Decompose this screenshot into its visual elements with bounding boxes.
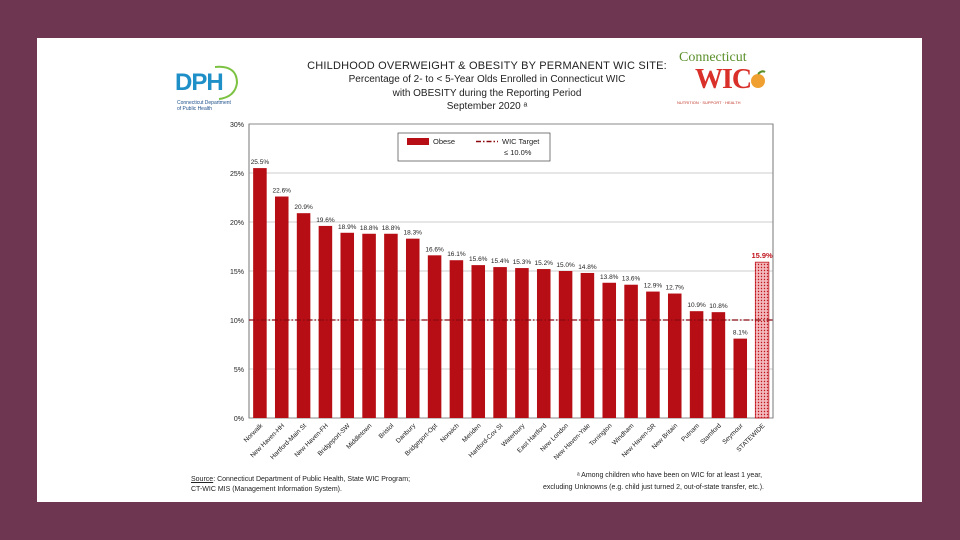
wic-logo-state: Connecticut bbox=[679, 50, 747, 65]
dph-swirl-icon bbox=[214, 65, 239, 100]
source-line-1: Source: Connecticut Department of Public… bbox=[191, 476, 410, 483]
bar bbox=[296, 213, 311, 418]
bar-value-label: 25.5% bbox=[251, 159, 270, 166]
bar bbox=[493, 267, 507, 418]
bar-value-label: 22.6% bbox=[273, 188, 292, 195]
bar bbox=[580, 272, 595, 418]
legend-label-target-value: ≤ 10.0% bbox=[504, 148, 532, 157]
bar-value-label: 16.1% bbox=[447, 251, 466, 258]
footnote-line-1: ᵃ Among children who have been on WIC fo… bbox=[577, 472, 763, 479]
y-tick-label: 25% bbox=[230, 171, 244, 178]
chart-title: CHILDHOOD OVERWEIGHT & OBESITY BY PERMAN… bbox=[307, 60, 667, 72]
wic-logo-text: WIC bbox=[695, 64, 752, 95]
y-tick-label: 15% bbox=[230, 269, 244, 276]
bar bbox=[602, 282, 617, 418]
x-tick-label: Meriden bbox=[461, 422, 483, 444]
legend-swatch-obese bbox=[407, 138, 429, 145]
bar-value-label: 15.2% bbox=[535, 260, 554, 267]
bar-value-label: 10.9% bbox=[687, 302, 706, 309]
bar bbox=[536, 269, 551, 418]
ct-wic-logo: Connecticut WIC NUTRITION · SUPPORT · HE… bbox=[675, 50, 771, 108]
x-tick-label: Norwalk bbox=[243, 422, 265, 444]
bar-value-label: 15.0% bbox=[556, 262, 575, 269]
legend-label-obese: Obese bbox=[433, 137, 455, 146]
bar bbox=[646, 291, 660, 418]
bar-value-label: 18.8% bbox=[382, 225, 401, 232]
bar bbox=[405, 238, 420, 418]
bar-value-label: 10.8% bbox=[709, 303, 728, 310]
bar bbox=[733, 338, 748, 418]
bar-value-label: 15.9% bbox=[751, 251, 773, 260]
dph-logo-sub1: Connecticut Department bbox=[177, 100, 231, 106]
bar bbox=[318, 225, 333, 418]
bar-value-label: 13.6% bbox=[622, 276, 641, 283]
bar bbox=[340, 232, 355, 418]
bar-value-label: 19.6% bbox=[316, 217, 335, 224]
dph-logo: DPH Connecticut Department of Public Hea… bbox=[175, 61, 243, 113]
bar-value-label: 8.1% bbox=[733, 330, 748, 337]
bar bbox=[711, 312, 726, 418]
y-tick-label: 20% bbox=[230, 220, 244, 227]
x-tick-label: Norwich bbox=[439, 422, 461, 444]
bar-value-label: 18.9% bbox=[338, 224, 357, 231]
bar-statewide bbox=[754, 261, 770, 419]
chart-subtitle-2: with OBESITY during the Reporting Period bbox=[392, 88, 582, 99]
slide: DPH Connecticut Department of Public Hea… bbox=[37, 38, 922, 502]
bar-value-label: 15.6% bbox=[469, 256, 488, 263]
wic-logo-tagline: NUTRITION · SUPPORT · HEALTH bbox=[677, 100, 741, 105]
footnote-line-2: excluding Unknowns (e.g. child just turn… bbox=[543, 484, 764, 491]
y-tick-label: 5% bbox=[234, 367, 244, 374]
chart-subtitle-1: Percentage of 2- to < 5-Year Olds Enroll… bbox=[348, 74, 626, 85]
bar bbox=[689, 311, 704, 418]
bar-value-label: 18.3% bbox=[404, 230, 423, 237]
obesity-bar-chart: 0%5%10%15%20%25%30%25.5%Norwalk22.6%New … bbox=[230, 122, 774, 462]
bar bbox=[449, 260, 464, 418]
bar bbox=[362, 233, 376, 418]
bar bbox=[515, 268, 529, 418]
x-tick-label: Bristol bbox=[378, 422, 396, 440]
x-tick-label: Putnam bbox=[680, 422, 701, 443]
bar bbox=[667, 293, 682, 418]
bar bbox=[471, 265, 486, 418]
fruit-icon bbox=[751, 70, 766, 88]
bar-value-label: 14.8% bbox=[578, 264, 597, 271]
bar bbox=[384, 233, 398, 418]
legend-box bbox=[397, 132, 551, 162]
y-tick-label: 10% bbox=[230, 318, 244, 325]
legend-label-target: WIC Target bbox=[502, 137, 540, 146]
bar-value-label: 12.7% bbox=[666, 285, 685, 292]
bar bbox=[427, 255, 442, 418]
y-tick-label: 30% bbox=[230, 122, 244, 129]
bar-value-label: 18.8% bbox=[360, 225, 379, 232]
source-text: : Connecticut Department of Public Healt… bbox=[213, 476, 411, 483]
bar bbox=[253, 168, 267, 418]
bar-value-label: 15.4% bbox=[491, 258, 510, 265]
chart-subtitle-3: September 2020 ᵃ bbox=[446, 101, 528, 112]
dph-logo-sub2: of Public Health bbox=[177, 106, 213, 112]
x-tick-label: Stamford bbox=[699, 422, 723, 446]
bar-value-label: 12.9% bbox=[644, 283, 663, 290]
source-line-2: CT-WIC MIS (Management Information Syste… bbox=[191, 486, 342, 493]
bar bbox=[274, 196, 289, 418]
dph-logo-text: DPH bbox=[175, 69, 224, 96]
bar-value-label: 13.8% bbox=[600, 274, 619, 281]
bar bbox=[624, 284, 638, 418]
bar-value-label: 15.3% bbox=[513, 259, 532, 266]
source-label: Source bbox=[191, 476, 214, 483]
bar-value-label: 20.9% bbox=[294, 204, 313, 211]
bar bbox=[558, 271, 573, 418]
bar-value-label: 16.6% bbox=[425, 246, 444, 253]
y-tick-label: 0% bbox=[234, 416, 244, 423]
x-tick-label: Torrington bbox=[588, 422, 614, 448]
